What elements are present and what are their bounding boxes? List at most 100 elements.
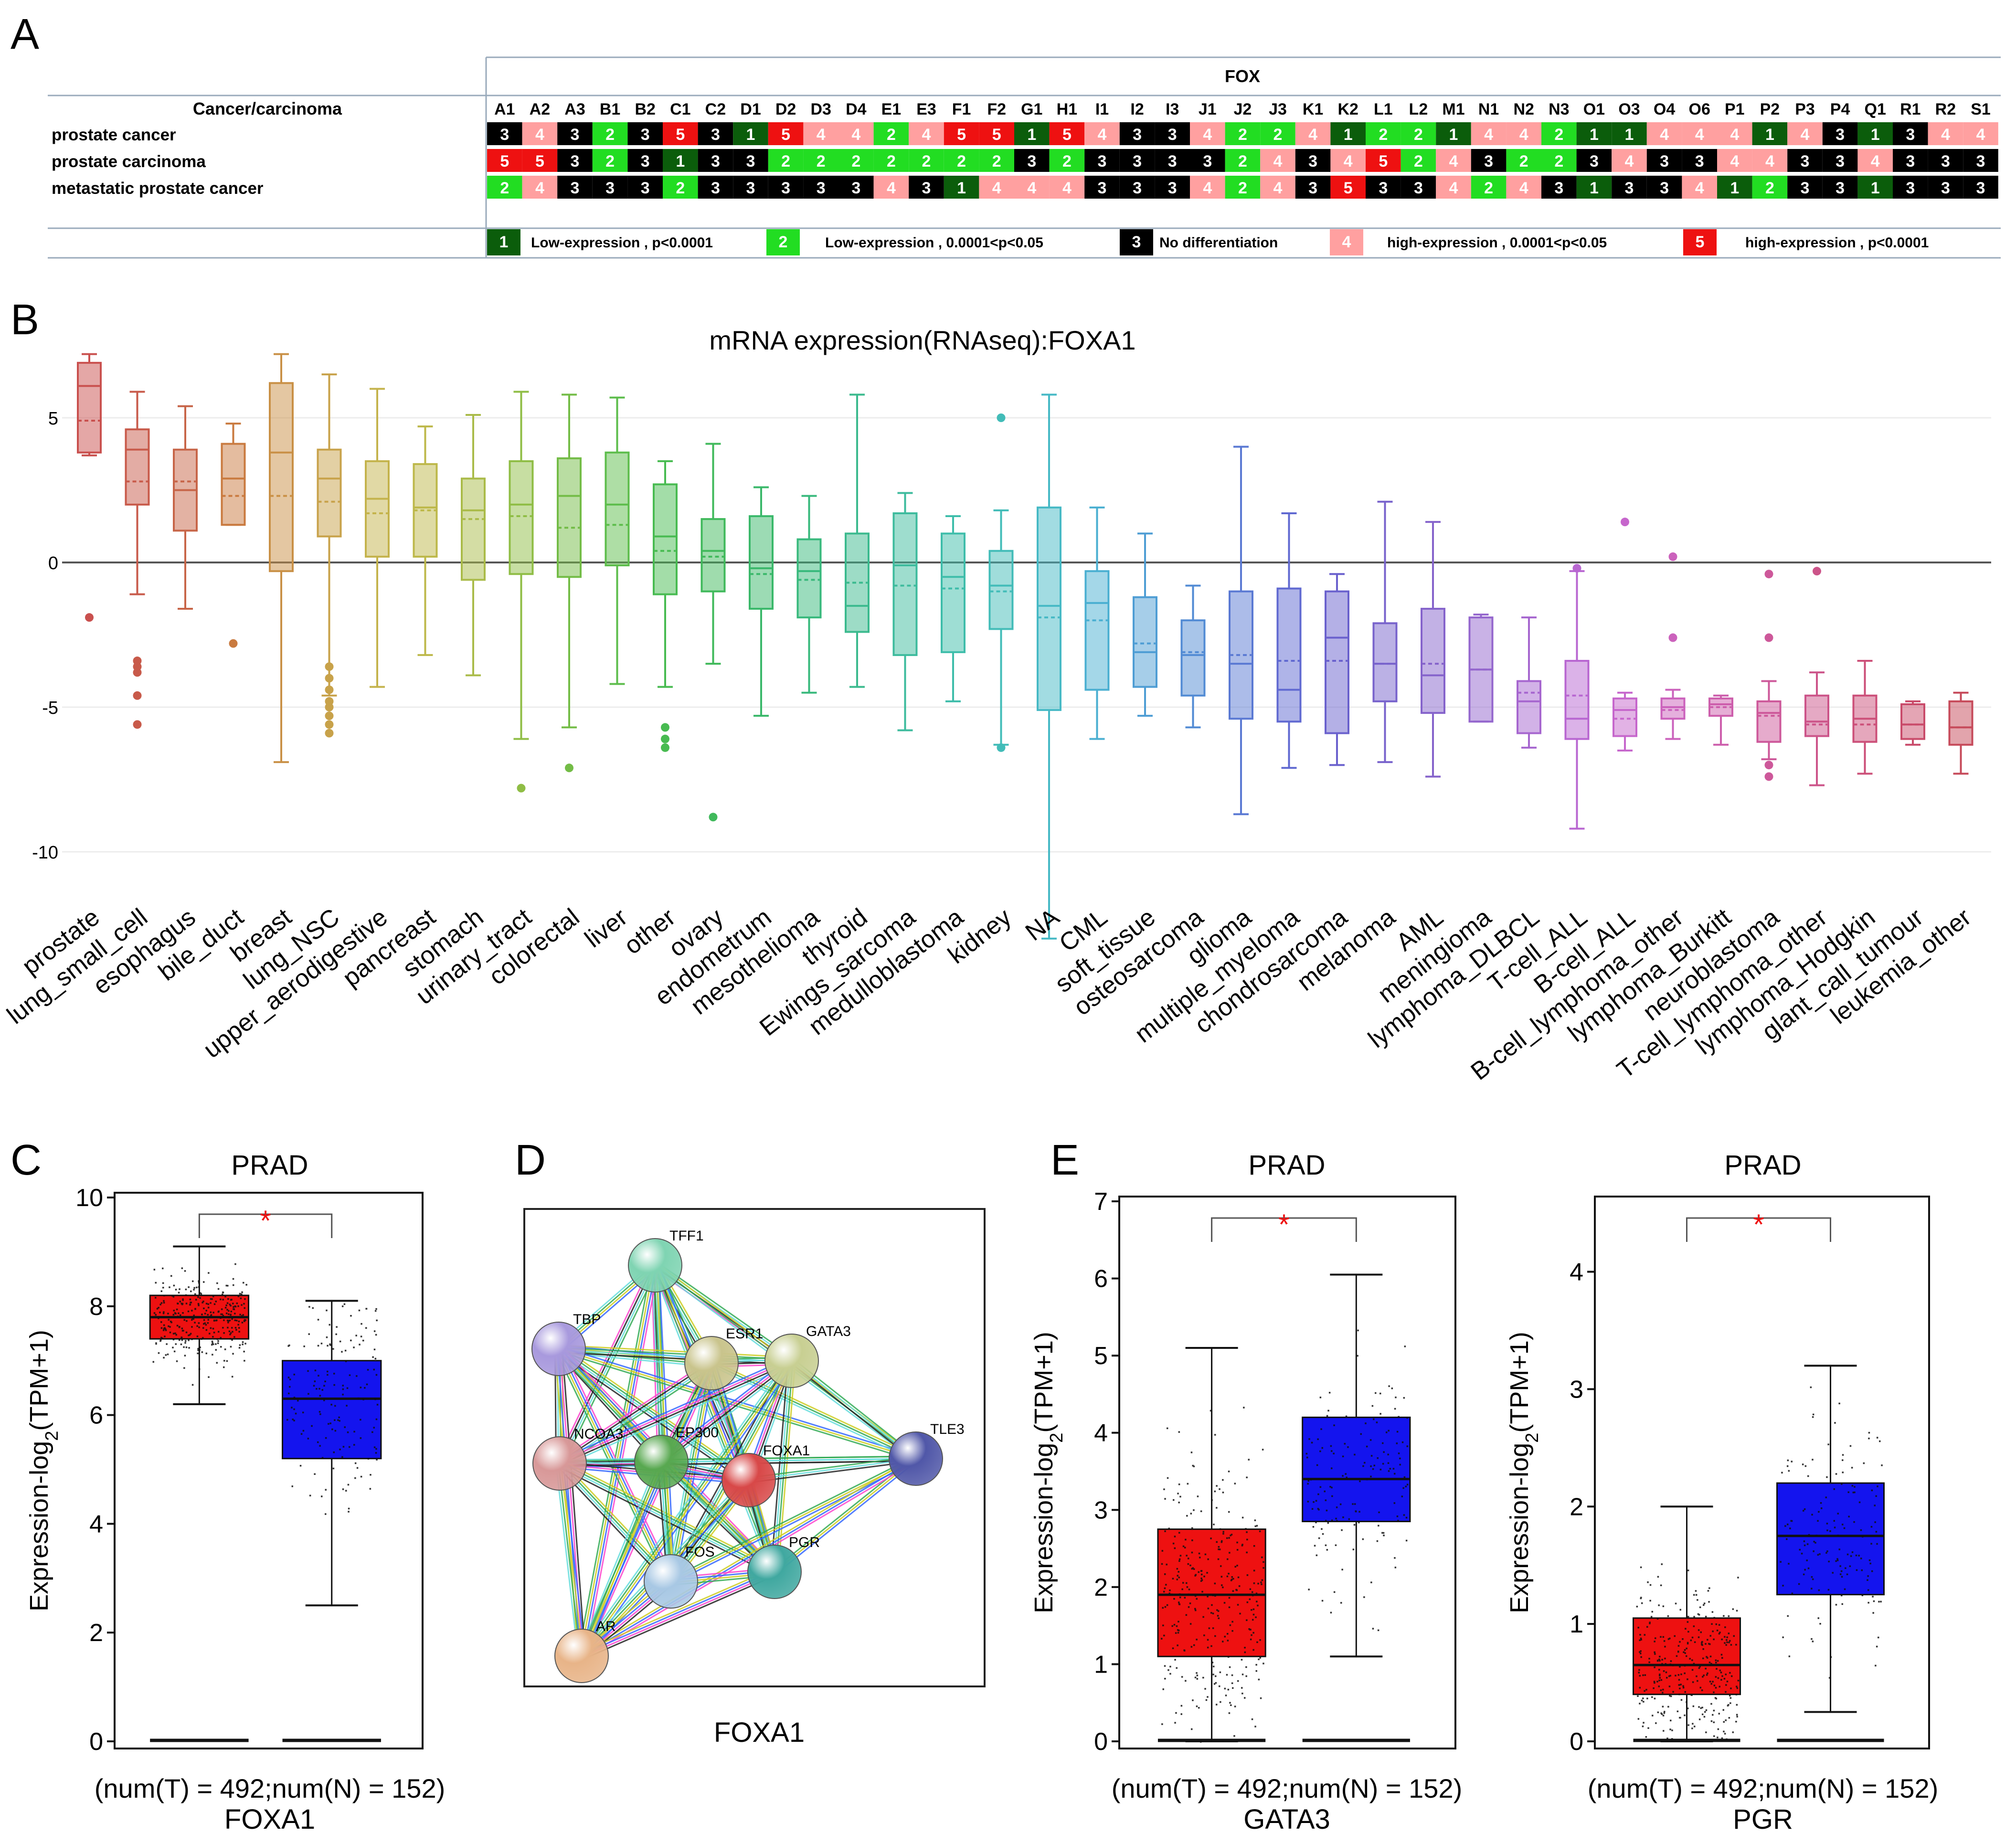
table-column-header: G1 <box>1021 100 1042 118</box>
box-body <box>988 550 1014 630</box>
plot-frame <box>1118 1196 1456 1749</box>
table-cell-value: 3 <box>1941 152 1950 170</box>
box-body <box>269 382 294 572</box>
y-tick-label: 2 <box>89 1619 103 1647</box>
network-edge <box>770 1360 789 1572</box>
table-cell <box>1330 149 1366 172</box>
network-node-label: NCOA3 <box>574 1426 623 1442</box>
table-cell <box>1436 176 1471 199</box>
table-column-header: J2 <box>1233 100 1252 118</box>
table-cell <box>1541 176 1577 199</box>
table-cell <box>1295 176 1331 199</box>
table-cell <box>1155 149 1190 172</box>
y-tick-label: 0 <box>89 1728 103 1756</box>
table-column-header: O1 <box>1583 100 1605 118</box>
network-edge <box>561 1363 794 1468</box>
table-cell <box>1541 122 1577 145</box>
table-cell-value: 2 <box>1414 152 1423 170</box>
table-cell-value: 5 <box>1344 179 1353 197</box>
table-cell-value: 3 <box>1660 179 1669 197</box>
table-cell-value: 3 <box>1414 179 1423 197</box>
table-column-header: N2 <box>1513 100 1534 118</box>
network-edge <box>582 1462 663 1657</box>
table-cell <box>1822 122 1858 145</box>
table-cell-value: 4 <box>535 126 544 144</box>
table-cell <box>1471 149 1507 172</box>
table-column-header: R2 <box>1935 100 1956 118</box>
table-cell-value: 2 <box>676 179 685 197</box>
network-edge <box>775 1460 918 1575</box>
significance-star: * <box>1278 1208 1289 1240</box>
table-cell-value: 4 <box>1660 126 1669 144</box>
table-cell <box>1752 122 1788 145</box>
network-edge <box>558 1357 791 1461</box>
y-tick-label: 4 <box>1094 1420 1108 1447</box>
table-cell-value: 2 <box>1062 152 1072 170</box>
outlier-point <box>1668 633 1677 642</box>
table-cell-value: 4 <box>1871 152 1880 170</box>
table-cell <box>1717 149 1752 172</box>
table-cell-value: 2 <box>1554 152 1563 170</box>
table-cell-value: 3 <box>1168 179 1177 197</box>
network-edge <box>562 1460 674 1579</box>
network-edge <box>559 1359 792 1463</box>
table-cell <box>1646 122 1682 145</box>
outlier-point <box>997 413 1006 422</box>
panel-c-footer: (num(T) = 492;num(N) = 152) <box>95 1773 445 1803</box>
table-cell <box>1401 149 1436 172</box>
panel-a-table: FOX Cancer/carcinoma A1 A2 A3 B1 B2 C1 C2 D1 D2 D… <box>48 56 2001 259</box>
network-node-label: EP300 <box>676 1425 719 1441</box>
network-edge <box>584 1463 666 1658</box>
table-cell-value: 5 <box>1062 126 1072 144</box>
table-cell <box>1401 176 1436 199</box>
legend-swatch <box>487 229 520 255</box>
table-cell <box>487 122 522 145</box>
y-tick-label: 7 <box>1094 1188 1108 1216</box>
panel-c-title: PRAD <box>231 1150 308 1181</box>
table-cell-value: 3 <box>1836 152 1845 170</box>
box-body <box>700 518 726 593</box>
y-tick-label: 1 <box>1570 1611 1583 1638</box>
table-cell <box>1155 122 1190 145</box>
outlier-point <box>661 743 669 752</box>
table-cell <box>1717 122 1752 145</box>
panel-label-a: A <box>11 11 39 58</box>
table-column-header: K2 <box>1337 100 1358 118</box>
table-cell <box>1506 122 1541 145</box>
outlier-point <box>1572 564 1581 573</box>
y-tick-label: 4 <box>89 1510 103 1538</box>
table-column-header: D3 <box>810 100 831 118</box>
table-cell <box>768 149 804 172</box>
table-cell <box>873 176 909 199</box>
table-cell-value: 2 <box>1379 126 1388 144</box>
table-column-header: I2 <box>1130 100 1144 118</box>
table-cell-value: 3 <box>711 152 720 170</box>
box-body <box>125 428 150 506</box>
table-column-header: P4 <box>1830 100 1850 118</box>
table-cell <box>1857 176 1893 199</box>
table-cell <box>1822 176 1858 199</box>
table-column-header: N3 <box>1549 100 1569 118</box>
table-cell-value: 3 <box>1906 179 1915 197</box>
table-cell-value: 5 <box>1379 152 1388 170</box>
table-column-header: S1 <box>1971 100 1991 118</box>
table-cell-value: 1 <box>1871 179 1880 197</box>
table-cell-value: 1 <box>1730 179 1739 197</box>
table-column-header: N1 <box>1478 100 1499 118</box>
table-cell-value: 3 <box>571 179 580 197</box>
box-body <box>1133 596 1157 688</box>
table-cell <box>1752 149 1788 172</box>
table-column-header: K1 <box>1303 100 1323 118</box>
outlier-point <box>325 729 334 738</box>
table-cell <box>1963 176 1998 199</box>
table-cell-value: 4 <box>1519 126 1528 144</box>
table-cell-value: 1 <box>1871 126 1880 144</box>
y-tick-label: 3 <box>1570 1376 1583 1403</box>
table-cell-value: 3 <box>1203 152 1212 170</box>
table-cell-value: 3 <box>851 179 860 197</box>
box-body <box>509 460 534 575</box>
table-cell <box>1506 149 1541 172</box>
table-column-header: L2 <box>1409 100 1428 118</box>
table-cell <box>1963 122 1998 145</box>
network-node <box>634 1435 689 1489</box>
